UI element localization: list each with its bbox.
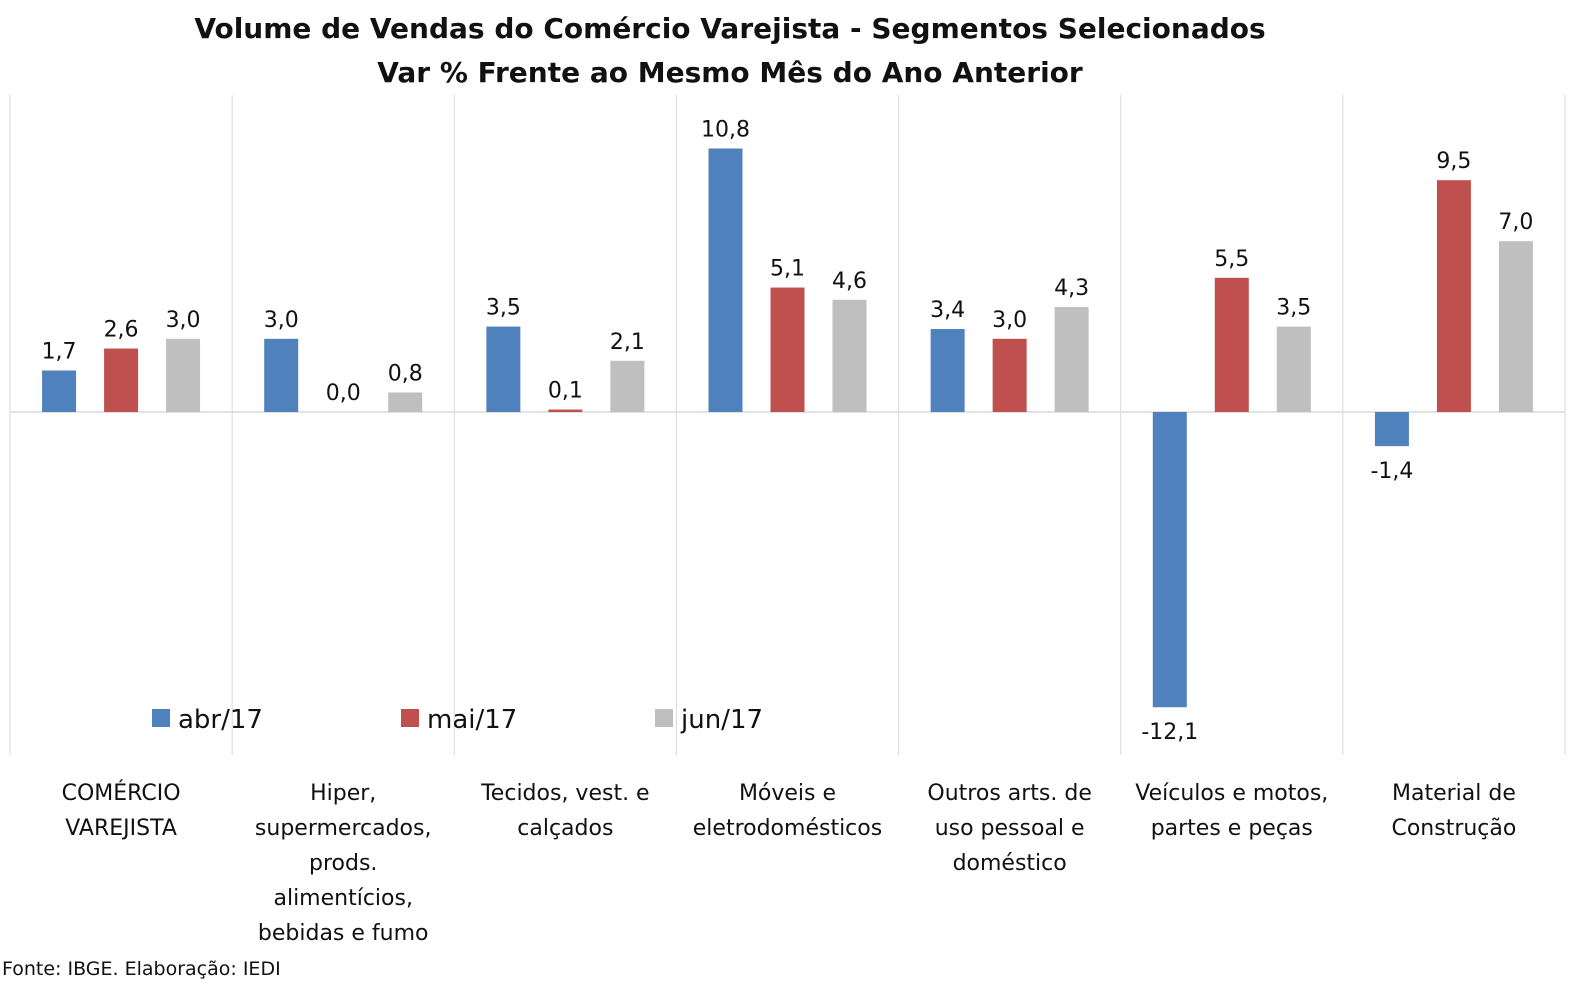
data-label: 0,1 xyxy=(548,379,583,404)
data-label: -1,4 xyxy=(1370,459,1413,484)
bar xyxy=(930,329,965,412)
category-label: doméstico xyxy=(953,851,1067,876)
category-label: Hiper, xyxy=(310,781,376,806)
legend-swatch xyxy=(655,709,673,727)
category-label: Veículos e motos, xyxy=(1135,781,1328,806)
bars-group xyxy=(42,148,1533,708)
category-label: alimentícios, xyxy=(273,886,412,911)
data-label: 3,5 xyxy=(1276,296,1311,321)
bar xyxy=(486,326,521,412)
bar xyxy=(708,148,743,413)
data-label: 4,6 xyxy=(832,269,867,294)
data-labels-group: 1,7 3,0 3,5 10,8 3,4 -12,1 -1,4 2,6 0,0 0,1 5,1 3,0… xyxy=(42,117,1534,745)
category-label: VAREJISTA xyxy=(65,816,177,841)
bar xyxy=(770,287,805,412)
bar xyxy=(548,409,583,412)
legend-label: mai/17 xyxy=(427,705,517,735)
data-label: 0,8 xyxy=(388,361,423,386)
legend-swatch xyxy=(152,709,170,727)
bar xyxy=(1152,412,1187,708)
bar xyxy=(1276,326,1311,412)
category-labels-group: COMÉRCIO VAREJISTA Hiper, supermercados, pro… xyxy=(62,780,1517,946)
category-label: partes e peças xyxy=(1151,816,1313,841)
bar xyxy=(992,338,1027,412)
bar xyxy=(166,338,201,412)
category-label: Outros arts. de xyxy=(927,781,1091,806)
data-label: 3,0 xyxy=(992,308,1027,333)
data-label: 3,4 xyxy=(930,298,965,323)
legend-label: abr/17 xyxy=(178,705,263,735)
bar xyxy=(1436,180,1471,412)
chart-subtitle: Var % Frente ao Mesmo Mês do Ano Anterio… xyxy=(377,56,1083,89)
bar xyxy=(1498,241,1533,412)
bar xyxy=(104,348,139,412)
bar xyxy=(388,392,423,412)
bar xyxy=(1374,412,1409,447)
category-label: Tecidos, vest. e xyxy=(480,781,649,806)
bar xyxy=(264,338,299,412)
data-label: 7,0 xyxy=(1498,210,1533,235)
bar xyxy=(1214,277,1249,412)
legend-swatch xyxy=(401,709,419,727)
category-label: bebidas e fumo xyxy=(258,921,429,946)
data-label: 10,8 xyxy=(701,117,750,142)
bar xyxy=(610,360,645,412)
legend: abr/17 mai/17 jun/17 xyxy=(152,705,763,735)
bar xyxy=(1054,307,1089,412)
category-label: calçados xyxy=(517,816,613,841)
bar xyxy=(832,299,867,412)
data-label: 2,1 xyxy=(610,330,645,355)
data-label: 1,7 xyxy=(42,340,77,365)
data-label: 2,6 xyxy=(104,318,139,343)
category-label: Material de xyxy=(1392,781,1516,806)
source-note: Fonte: IBGE. Elaboração: IEDI xyxy=(2,958,281,980)
data-label: 9,5 xyxy=(1436,149,1471,174)
category-label: prods. xyxy=(309,851,377,876)
data-label: 5,1 xyxy=(770,257,805,282)
category-label: Móveis e xyxy=(739,781,836,806)
category-separators xyxy=(9,95,1566,755)
legend-label: jun/17 xyxy=(680,705,763,735)
bar xyxy=(42,370,77,412)
data-label: 3,5 xyxy=(486,296,521,321)
data-label: 0,0 xyxy=(326,381,361,406)
data-label: 5,5 xyxy=(1214,247,1249,272)
category-label: eletrodomésticos xyxy=(693,816,882,841)
data-label: 4,3 xyxy=(1054,276,1089,301)
data-label: 3,0 xyxy=(166,308,201,333)
chart-title: Volume de Vendas do Comércio Varejista -… xyxy=(194,12,1265,45)
category-label: uso pessoal e xyxy=(935,816,1085,841)
category-label: supermercados, xyxy=(255,816,432,841)
category-label: Construção xyxy=(1391,816,1516,841)
data-label: 3,0 xyxy=(264,308,299,333)
data-label: -12,1 xyxy=(1141,720,1198,745)
category-label: COMÉRCIO xyxy=(62,780,181,806)
